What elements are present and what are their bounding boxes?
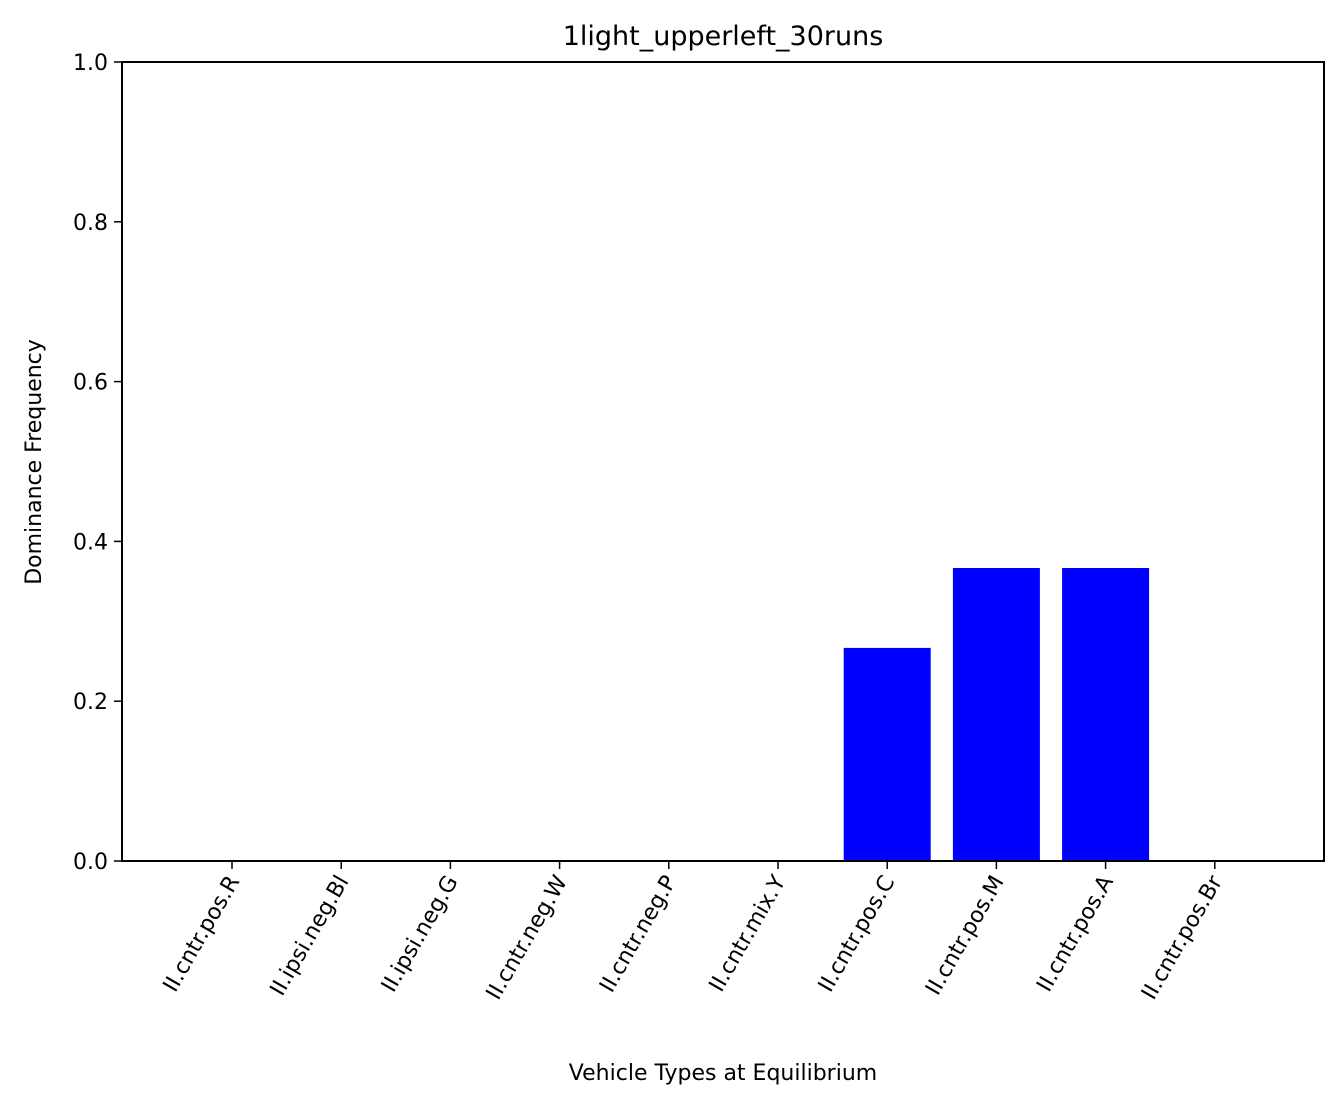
- x-axis-ticks: II.cntr.pos.R II.ipsi.neg.Bl II.ipsi.neg.G…: [159, 861, 1228, 1004]
- x-tick-label: II.cntr.mix.Y: [705, 871, 792, 996]
- chart-title: 1light_upperleft_30runs: [563, 21, 884, 52]
- y-tick-label: 0.0: [73, 850, 108, 875]
- x-tick-label: II.cntr.pos.R: [159, 872, 246, 997]
- x-axis-label: Vehicle Types at Equilibrium: [569, 1061, 877, 1086]
- x-tick-label: II.cntr.neg.P: [595, 872, 682, 997]
- x-tick-label: II.cntr.pos.M: [921, 872, 1009, 1000]
- bar: [843, 647, 931, 861]
- bars-group: [843, 568, 1150, 861]
- y-tick-label: 0.6: [73, 371, 108, 396]
- y-axis-ticks: 0.0 0.2 0.4 0.6 0.8 1.0: [73, 51, 122, 875]
- y-tick-label: 0.8: [73, 211, 108, 236]
- bar: [952, 568, 1040, 861]
- x-tick-label: II.cntr.pos.C: [814, 872, 901, 997]
- y-tick-label: 0.4: [73, 530, 108, 555]
- x-tick-label: II.cntr.pos.Br: [1137, 871, 1228, 1004]
- y-tick-label: 0.2: [73, 690, 108, 715]
- x-tick-label: II.ipsi.neg.Bl: [266, 872, 355, 1001]
- y-tick-label: 1.0: [73, 51, 108, 76]
- y-axis-label: Dominance Frequency: [22, 339, 47, 585]
- x-tick-label: II.cntr.pos.A: [1032, 872, 1118, 997]
- x-tick-label: II.cntr.neg.W: [482, 871, 573, 1004]
- bar: [1062, 568, 1150, 861]
- x-tick-label: II.ipsi.neg.G: [377, 872, 464, 997]
- plot-frame: [121, 61, 1325, 862]
